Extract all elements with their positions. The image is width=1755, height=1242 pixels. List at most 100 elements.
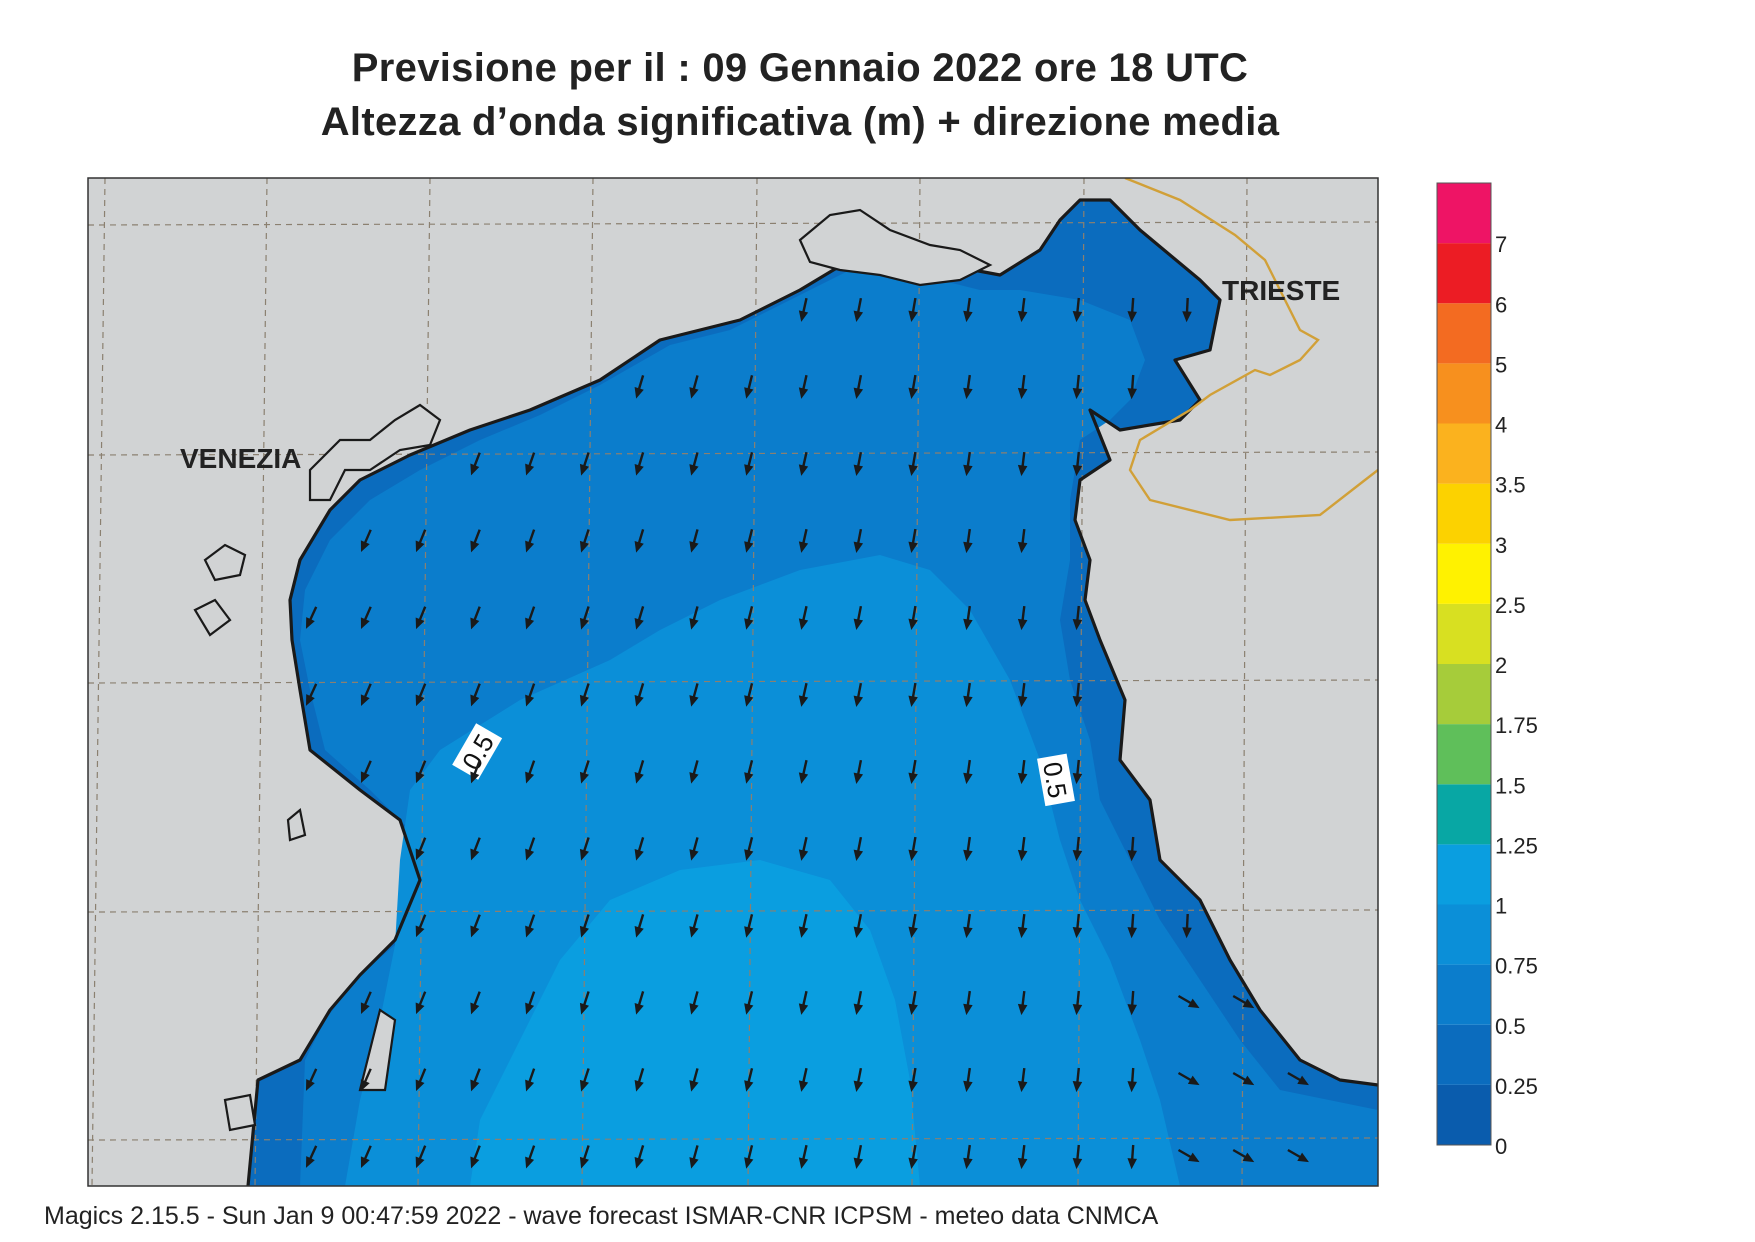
wave-arrow bbox=[908, 759, 918, 785]
wave-arrow bbox=[470, 760, 481, 784]
wave-arrow bbox=[1072, 1144, 1083, 1170]
wave-arrow bbox=[689, 1068, 699, 1092]
colorbar-swatch bbox=[1437, 784, 1491, 845]
wave-arrow bbox=[798, 759, 809, 784]
wave-arrow bbox=[908, 605, 918, 631]
wave-arrow bbox=[798, 451, 809, 476]
wave-arrow bbox=[360, 1145, 372, 1169]
wave-arrow bbox=[798, 528, 809, 553]
wave-arrow bbox=[1232, 1148, 1255, 1163]
wave-arrow bbox=[579, 1145, 590, 1169]
lagoon-outlines bbox=[193, 208, 993, 1132]
wave-arrow bbox=[1072, 990, 1083, 1016]
wave-arrow bbox=[1072, 605, 1083, 631]
wave-arrow bbox=[689, 991, 699, 1015]
wave-arrow bbox=[853, 913, 864, 939]
wave-arrow bbox=[1017, 1144, 1028, 1170]
colorbar-tick-label: 4 bbox=[1495, 413, 1507, 438]
wave-arrow bbox=[1177, 1148, 1200, 1163]
wave-arrow bbox=[963, 451, 973, 477]
wave-arrow bbox=[1127, 1067, 1137, 1093]
wave-arrow bbox=[415, 1068, 427, 1092]
wave-arrow bbox=[305, 1068, 318, 1091]
wave-arrow bbox=[1072, 451, 1083, 477]
wave-arrow bbox=[525, 606, 536, 630]
colorbar-tick-label: 0.5 bbox=[1495, 1014, 1526, 1039]
wave-arrow bbox=[908, 836, 918, 862]
wave-arrow bbox=[470, 606, 481, 630]
city-label-trieste: TRIESTE bbox=[1222, 275, 1340, 306]
graticule bbox=[88, 178, 1378, 1186]
colorbar-swatch bbox=[1437, 603, 1491, 664]
wave-arrow bbox=[525, 452, 536, 476]
wave-arrow bbox=[689, 683, 699, 707]
wave-arrow bbox=[579, 683, 590, 707]
wave-arrow bbox=[1232, 994, 1255, 1009]
wave-arrow bbox=[525, 1145, 536, 1169]
wave-arrow bbox=[525, 837, 536, 861]
wave-arrow bbox=[1182, 297, 1192, 323]
wave-arrow bbox=[744, 683, 754, 707]
wave-arrow bbox=[744, 760, 754, 784]
colorbar-swatch bbox=[1437, 1024, 1491, 1085]
wave-arrow bbox=[853, 374, 864, 400]
state-border bbox=[1124, 178, 1378, 522]
wave-arrow bbox=[744, 606, 754, 630]
wave-arrow bbox=[963, 374, 973, 400]
wave-arrow bbox=[634, 375, 645, 399]
wave-arrow bbox=[908, 528, 918, 554]
wave-arrow bbox=[1017, 297, 1028, 323]
colorbar: 0 0.25 0.5 0.75 1 1.25 1.5 1.75 2 2.5 3 3.5 4 5 6 7 bbox=[1436, 182, 1538, 1159]
colorbar-swatch bbox=[1437, 844, 1491, 905]
wave-arrow bbox=[360, 529, 372, 553]
wave-arrow bbox=[360, 683, 372, 707]
wave-arrow bbox=[1127, 374, 1137, 400]
wave-arrow bbox=[689, 452, 699, 476]
colorbar-swatch bbox=[1437, 483, 1491, 544]
wave-arrow bbox=[689, 1145, 699, 1169]
contour-label-text-2: 0.5 bbox=[1037, 760, 1073, 801]
wave-arrow bbox=[963, 1067, 973, 1093]
wave-arrow bbox=[1127, 990, 1137, 1016]
contour-label-2: 0.5 bbox=[1037, 753, 1075, 807]
wave-arrow bbox=[1017, 913, 1028, 939]
wave-arrow bbox=[415, 606, 427, 630]
colorbar-swatch bbox=[1437, 243, 1491, 304]
wave-arrow bbox=[579, 991, 590, 1015]
wave-arrow bbox=[634, 1068, 645, 1092]
wave-arrow bbox=[963, 297, 973, 323]
wave-arrow bbox=[525, 1068, 536, 1092]
wave-arrow bbox=[798, 682, 809, 707]
wave-arrow bbox=[963, 913, 973, 939]
wave-arrow bbox=[525, 683, 536, 707]
wave-arrow bbox=[908, 374, 918, 400]
wave-arrow bbox=[689, 375, 699, 399]
colorbar-tick-label: 2.5 bbox=[1495, 593, 1526, 618]
wave-arrow bbox=[744, 837, 754, 861]
wave-arrow bbox=[470, 1068, 481, 1092]
colorbar-outline bbox=[1436, 182, 1492, 1146]
wave-arrow bbox=[1127, 297, 1137, 323]
wave-arrow bbox=[908, 1067, 918, 1093]
wave-arrow bbox=[1017, 451, 1028, 477]
wave-arrow bbox=[305, 606, 318, 629]
wave-arrow bbox=[415, 914, 427, 938]
city-label-venezia: VENEZIA bbox=[180, 443, 301, 474]
wave-arrow bbox=[1072, 682, 1083, 708]
wave-arrow bbox=[908, 990, 918, 1016]
wave-arrow bbox=[1287, 1071, 1309, 1086]
wave-arrow bbox=[798, 1144, 809, 1169]
wave-arrow bbox=[1072, 913, 1083, 939]
colorbar-tick-label: 2 bbox=[1495, 653, 1507, 678]
wave-arrow bbox=[744, 1068, 754, 1092]
wave-arrow bbox=[1072, 836, 1083, 862]
wave-arrow bbox=[525, 760, 536, 784]
wave-arrow bbox=[1287, 1148, 1309, 1163]
coastline bbox=[246, 198, 1378, 1186]
wave-arrow bbox=[1177, 994, 1200, 1009]
wave-arrow bbox=[579, 1068, 590, 1092]
wave-arrow bbox=[1017, 374, 1028, 400]
wave-arrow bbox=[360, 1068, 372, 1092]
wave-arrow bbox=[1177, 1071, 1200, 1086]
wave-arrow bbox=[1072, 759, 1083, 785]
